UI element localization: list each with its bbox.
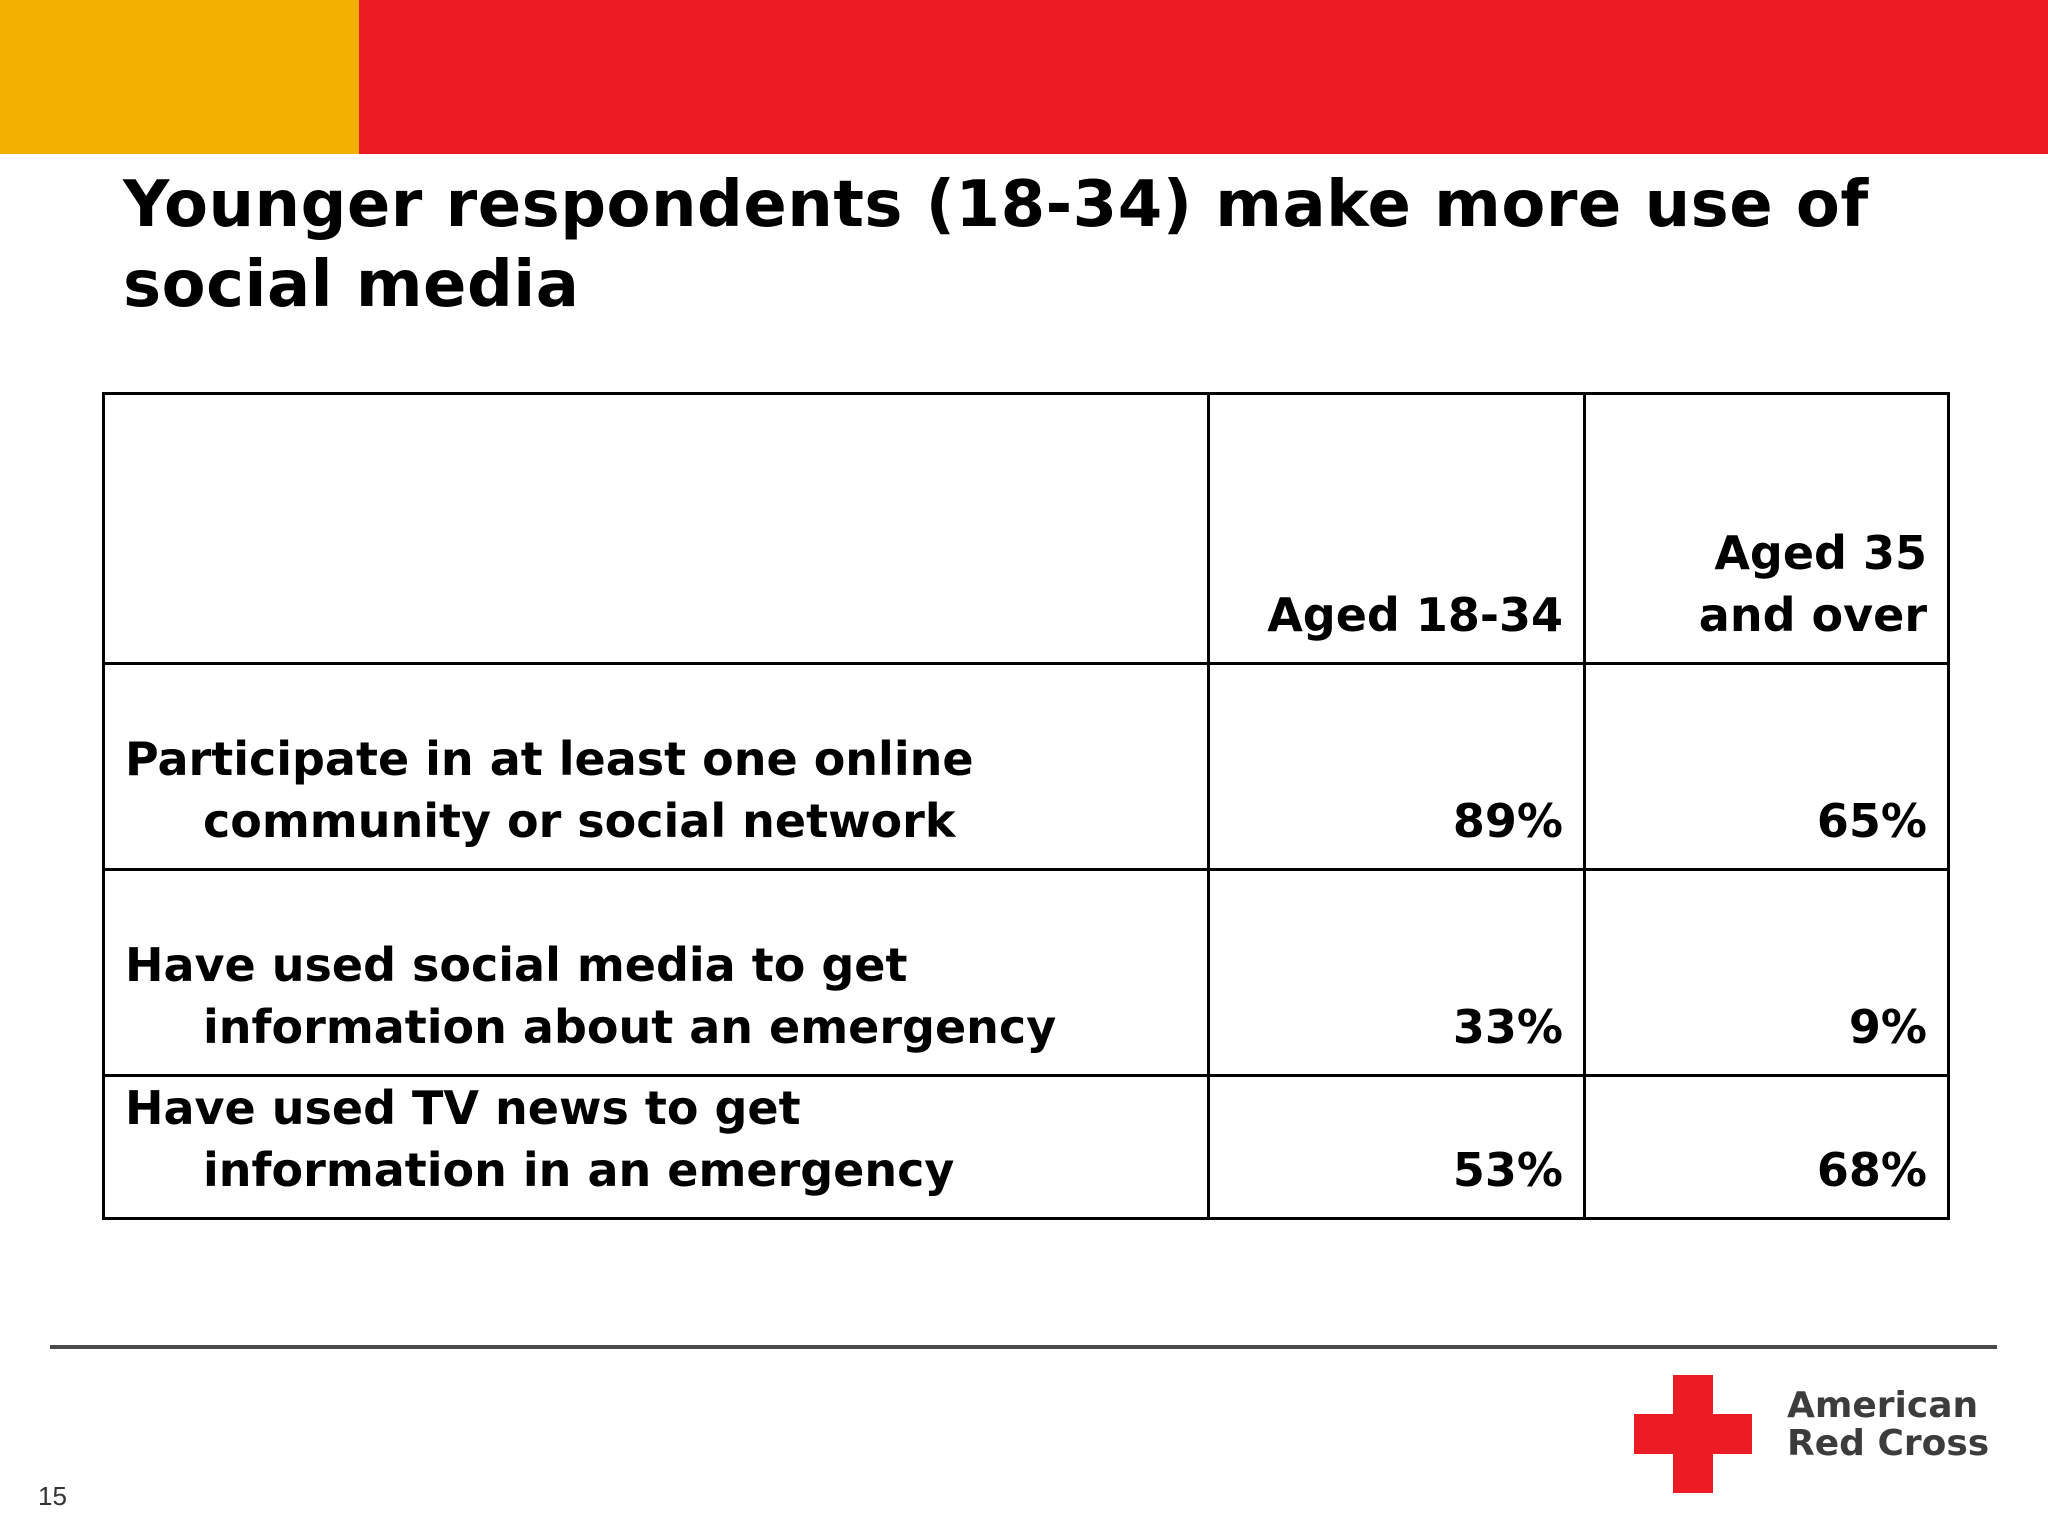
- red-cross-icon: [1634, 1375, 1752, 1493]
- row-label: Have used social media to get informatio…: [102, 868, 1210, 1077]
- header-aged-35-over-text: Aged 35 and over: [1698, 526, 1927, 642]
- header-aged-18-34: Aged 18-34: [1207, 392, 1586, 665]
- slide-title: Younger respondents (18-34) make more us…: [123, 168, 1869, 322]
- table-row: Have used social media to get informatio…: [102, 868, 1950, 1077]
- header-bar-red: [359, 0, 2048, 154]
- header-bar-yellow: [0, 0, 359, 154]
- table-row: Participate in at least one online commu…: [102, 662, 1950, 871]
- logo-line-american: American: [1787, 1385, 1979, 1426]
- american-red-cross-logo: American Red Cross: [1634, 1375, 2004, 1497]
- data-table: Aged 18-34 Aged 35 and over Participate …: [102, 392, 1950, 1220]
- value-aged-35-over: 9%: [1583, 868, 1950, 1077]
- page-number: 15: [38, 1481, 67, 1511]
- value-aged-35-over: 68%: [1583, 1074, 1950, 1220]
- logo-wordmark: American Red Cross: [1787, 1387, 1989, 1463]
- value-aged-35-over: 65%: [1583, 662, 1950, 871]
- table-row: Have used TV news to get information in …: [102, 1074, 1950, 1220]
- row-label-line1: Have used TV news to get: [125, 1081, 801, 1135]
- row-label: Have used TV news to get information in …: [102, 1074, 1210, 1220]
- header-aged-35-over: Aged 35 and over: [1583, 392, 1950, 665]
- value-aged-18-34: 89%: [1207, 662, 1586, 871]
- row-label-line1: Participate in at least one online: [125, 732, 974, 786]
- row-label-line2: information in an emergency: [203, 1143, 955, 1197]
- value-aged-18-34: 33%: [1207, 868, 1586, 1077]
- footer-divider: [50, 1345, 1997, 1349]
- row-label-line2: community or social network: [203, 794, 956, 848]
- row-label: Participate in at least one online commu…: [102, 662, 1210, 871]
- row-label-line2: information about an emergency: [203, 1000, 1057, 1054]
- row-label-line1: Have used social media to get: [125, 938, 908, 992]
- value-aged-18-34: 53%: [1207, 1074, 1586, 1220]
- header-empty-cell: [102, 392, 1210, 665]
- logo-line-red-cross: Red Cross: [1787, 1423, 1990, 1464]
- table-header-row: Aged 18-34 Aged 35 and over: [102, 392, 1950, 665]
